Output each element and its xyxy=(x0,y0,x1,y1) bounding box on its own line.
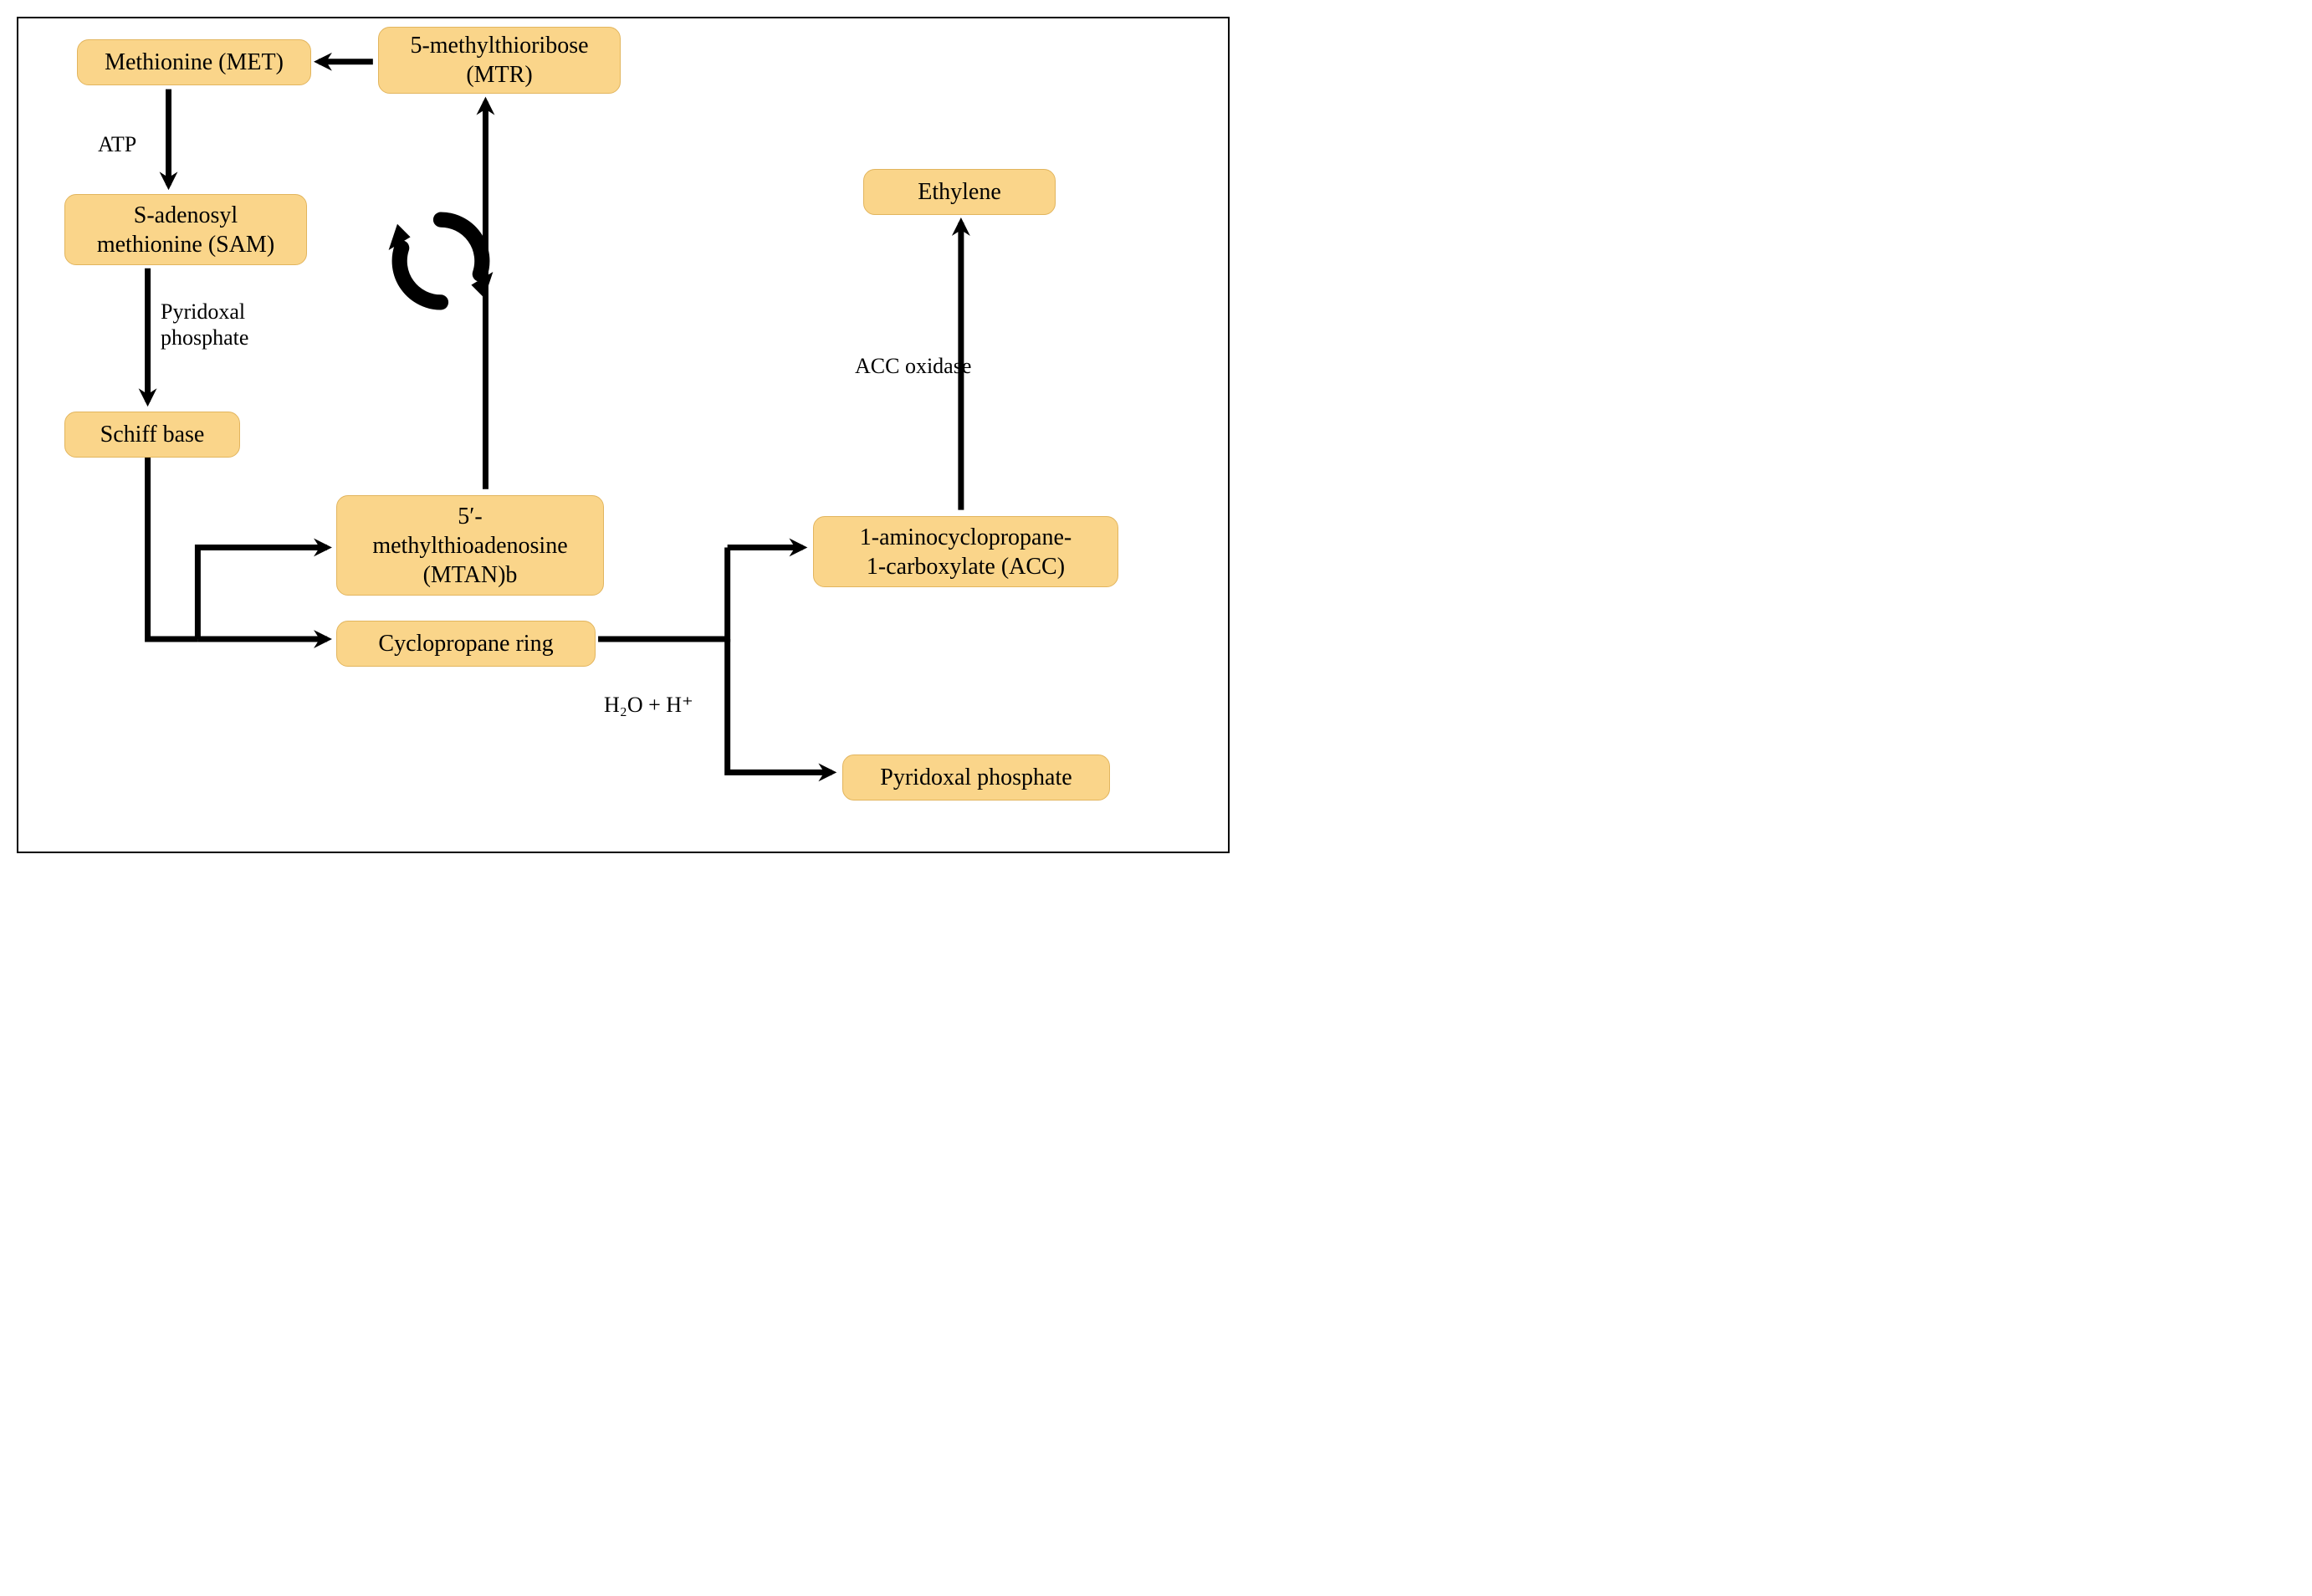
node-schiff: Schiff base xyxy=(64,412,240,458)
label-h2o: H₂O + H⁺ xyxy=(604,692,693,718)
node-mtan: 5′- methylthioadenosine (MTAN)b xyxy=(336,495,604,596)
cycle-icon xyxy=(386,207,495,315)
pathway-diagram: Methionine (MET) 5-methylthioribose (MTR… xyxy=(17,17,1230,853)
node-eth: Ethylene xyxy=(863,169,1056,215)
edge-branch-pyr xyxy=(728,639,832,772)
edge-cyclo-branch xyxy=(598,547,728,639)
node-sam: S-adenosyl methionine (SAM) xyxy=(64,194,307,265)
edge-schiff-branch xyxy=(148,456,198,639)
node-pyr: Pyridoxal phosphate xyxy=(842,755,1110,801)
node-met: Methionine (MET) xyxy=(77,39,311,85)
label-pyrphos: Pyridoxal phosphate xyxy=(161,299,248,350)
node-cyclo: Cyclopropane ring xyxy=(336,621,596,667)
edge-branch-mtan xyxy=(197,547,327,639)
label-atp: ATP xyxy=(98,131,136,157)
node-acc: 1-aminocyclopropane- 1-carboxylate (ACC) xyxy=(813,516,1118,587)
node-mtr: 5-methylthioribose (MTR) xyxy=(378,27,621,94)
label-accox: ACC oxidase xyxy=(855,353,971,379)
